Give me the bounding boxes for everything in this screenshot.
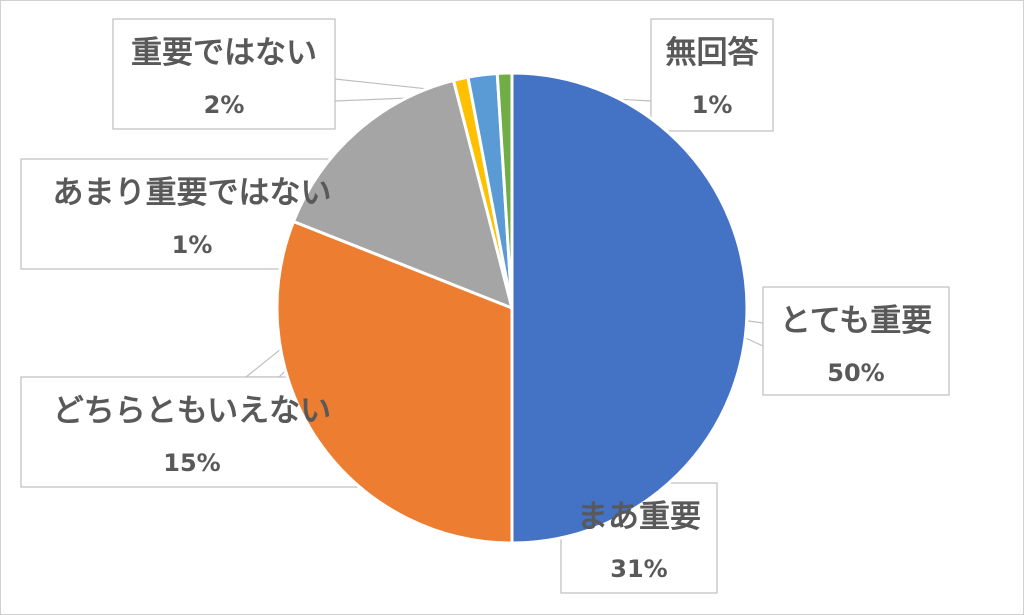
slice-value-label-no-answer: 1% (692, 91, 733, 119)
slice-label-very-important: とても重要 (780, 303, 933, 339)
slice-label-not-important: 重要ではない (131, 35, 317, 71)
slices-layer (275, 71, 749, 545)
pie-slice-very-important (510, 71, 749, 545)
slice-label-neutral: どちらともいえない (53, 393, 331, 429)
slice-value-label-not-important: 2% (204, 91, 245, 119)
slice-value-label-somewhat-important: 31% (610, 555, 667, 583)
callout-box (112, 18, 336, 130)
slice-label-not-very-important: あまり重要ではない (53, 175, 332, 211)
pie-slice-no-answer (495, 71, 514, 310)
slice-value-label-very-important: 50% (827, 359, 884, 387)
slice-value-label-neutral: 15% (163, 449, 220, 477)
callout-box (650, 18, 774, 132)
slice-label-no-answer: 無回答 (666, 35, 760, 71)
slice-label-somewhat-important: まあ重要 (577, 499, 701, 535)
labels-layer: とても重要 50% まあ重要 31% どちらともいえない 15% あまり重要ではない 1% 重要… (53, 35, 933, 583)
pie-slice-neutral (292, 78, 514, 310)
data-callout-not-important (112, 18, 485, 130)
slice-value-label-not-very-important: 1% (172, 231, 213, 259)
pie-slice-somewhat-important (275, 219, 514, 545)
callout-box (762, 286, 950, 396)
